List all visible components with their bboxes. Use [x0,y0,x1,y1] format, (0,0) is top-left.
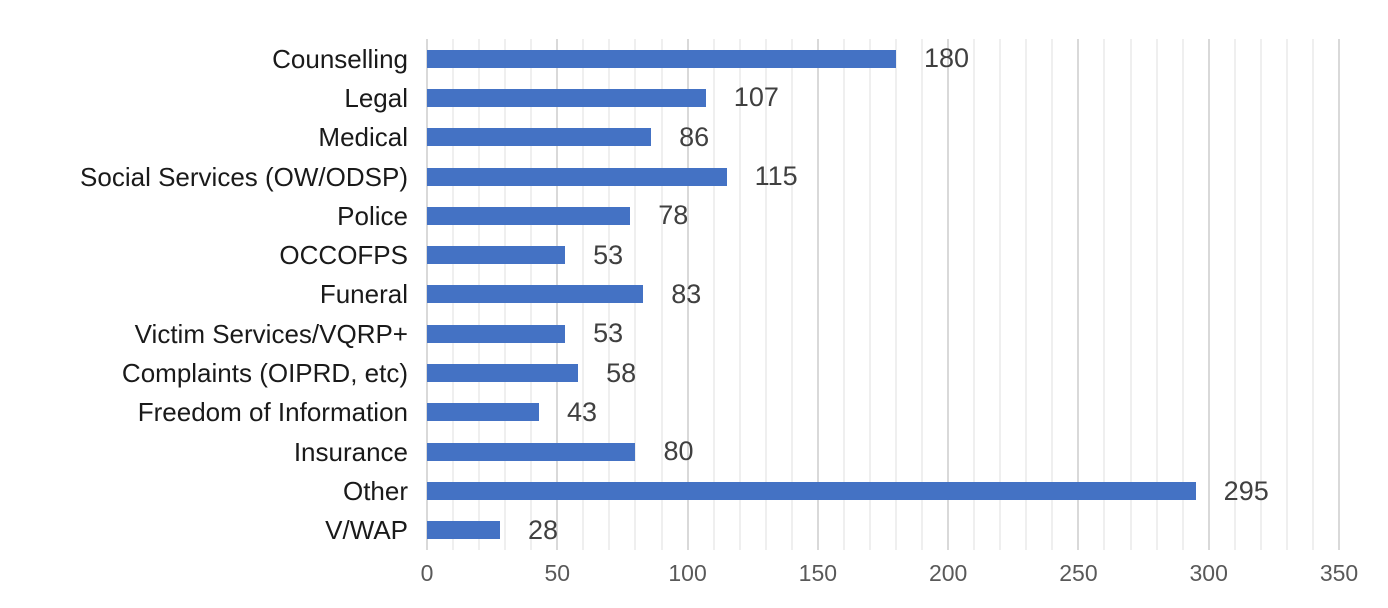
bar [427,206,631,225]
bar-row: 115 [427,157,1339,196]
bar-row: 78 [427,196,1339,235]
bar-row: 53 [427,314,1339,353]
minor-gridline [1181,39,1184,550]
x-tick-label: 50 [544,560,571,586]
bar-row: 53 [427,236,1339,275]
value-label: 58 [606,357,637,388]
minor-gridline [1051,39,1054,550]
minor-gridline [868,39,871,550]
major-gridline [686,39,689,550]
category-label: Other [342,476,408,507]
bar [427,246,566,265]
value-label: 80 [663,436,694,467]
minor-gridline [790,39,793,550]
bar-row: 43 [427,393,1339,432]
major-gridline [1077,39,1080,550]
minor-gridline [1311,39,1314,550]
minor-gridline [1129,39,1132,550]
x-tick-label: 350 [1319,560,1359,586]
category-label: Legal [344,82,408,113]
value-axis: 0 50 100 150 200 250 300 350 [421,550,1359,600]
bar [427,324,566,343]
plot-area: 180 107 86 115 78 53 83 53 58 43 80 295 28 [426,39,1340,550]
minor-gridline [1285,39,1288,550]
value-label: 115 [754,161,798,192]
major-gridline [947,39,950,550]
bar [427,482,1196,501]
value-label: 78 [658,200,689,231]
x-tick-label: 200 [928,560,968,586]
bar [427,364,579,383]
minor-gridline [738,39,741,550]
category-label: Medical [318,122,408,153]
value-label: 43 [567,396,598,427]
bar [427,167,727,186]
category-label: Insurance [293,436,408,467]
bar-row: 80 [427,432,1339,471]
minor-gridline [921,39,924,550]
value-label: 53 [593,239,624,270]
bar [427,88,706,107]
x-tick-label: 100 [668,560,707,586]
minor-gridline [660,39,663,550]
bar-row: 28 [427,511,1339,550]
category-label: V/WAP [325,515,408,546]
value-label: 28 [527,514,558,545]
bar-row: 295 [427,471,1339,510]
value-label: 107 [733,82,779,113]
minor-gridline [712,39,715,550]
major-gridline [1207,39,1210,550]
bar [427,521,500,540]
category-label: Complaints (OIPRD, etc) [121,358,408,389]
bar [427,49,897,68]
bar [427,128,652,147]
minor-gridline [895,39,898,550]
bar-row: 86 [427,118,1339,157]
x-tick-label: 250 [1059,560,1098,586]
minor-gridline [1233,39,1236,550]
category-label: Police [337,200,408,231]
category-label: Counselling [272,43,408,74]
x-tick-label: 0 [420,560,434,586]
minor-gridline [1259,39,1262,550]
minor-gridline [764,39,767,550]
x-tick-label: 300 [1189,560,1228,586]
category-label: Social Services (OW/ODSP) [80,161,408,192]
bar-row: 83 [427,275,1339,314]
bar [427,403,540,422]
category-label: Funeral [319,279,408,310]
minor-gridline [973,39,976,550]
bar-row: 180 [427,39,1339,78]
minor-gridline [842,39,845,550]
bar-row: 107 [427,78,1339,117]
value-label: 53 [593,318,624,349]
bar-row: 58 [427,353,1339,392]
minor-gridline [1025,39,1028,550]
value-label: 180 [924,43,970,74]
category-label: Freedom of Information [137,397,408,428]
bar [427,285,644,304]
bar [427,442,636,461]
value-label: 83 [671,278,702,309]
minor-gridline [999,39,1002,550]
x-tick-label: 150 [798,560,838,586]
major-gridline [1338,39,1340,550]
minor-gridline [1155,39,1158,550]
major-gridline [816,39,819,550]
category-axis: Counselling Legal Medical Social Services (… [0,39,417,550]
category-label: OCCOFPS [279,240,408,271]
value-label: 86 [679,121,710,152]
minor-gridline [1103,39,1106,550]
category-label: Victim Services/VQRP+ [134,318,408,349]
value-label: 295 [1223,475,1269,506]
